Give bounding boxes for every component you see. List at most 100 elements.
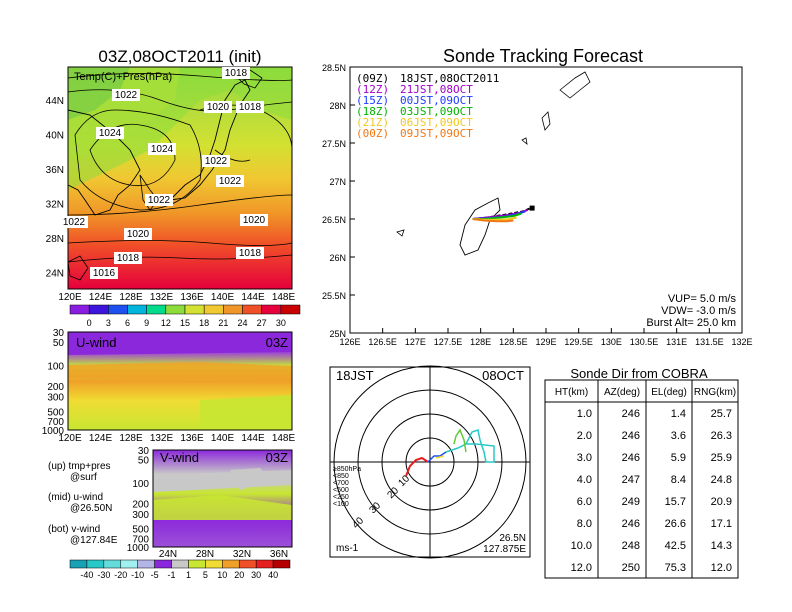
map-lon-tick: 136E: [180, 292, 204, 303]
isobar-label-text: 1022: [63, 217, 86, 228]
wind-colorbar-swatch: [205, 559, 223, 569]
table-cell: 247: [622, 474, 640, 486]
wind-colorbar-label: 30: [251, 570, 261, 580]
temp-colorbar-label: 6: [125, 318, 130, 328]
isobar-label-text: 1022: [205, 156, 228, 167]
isobar-label: 1018: [114, 252, 142, 264]
wind-colorbar-swatch: [69, 559, 88, 569]
temp-colorbar-swatch: [242, 304, 262, 315]
note-up: (up) tmp+pres: [48, 461, 111, 472]
isobar-label: 1018: [236, 247, 264, 259]
map-lat-tick: 32N: [46, 200, 64, 211]
temp-colorbar-label: 3: [106, 318, 111, 328]
wind-colorbar-label: -10: [131, 570, 144, 580]
u-pressure-tick: 500: [47, 407, 64, 418]
isobar-label-text: 1020: [127, 229, 150, 240]
u-pressure-tick: 700: [47, 417, 64, 428]
polar-lon: 127.875E: [483, 544, 526, 555]
table-cell: 24.8: [711, 474, 732, 486]
map-lat-ticks: 44N 40N 36N 32N 28N 24N: [46, 96, 64, 280]
wind-colorbar-swatch: [222, 559, 240, 569]
temp-colorbar-label: 0: [87, 318, 92, 328]
v-pressure-tick: 500: [132, 525, 149, 536]
u-lon-tick: 144E: [241, 433, 265, 444]
temperature-colorbar-labels: 0 3 6 9 12 15 18 21 24 27 30: [87, 318, 286, 328]
map-lon-tick: 144E: [241, 292, 265, 303]
u-wind-lon-ticks: 120E 124E 128E 132E 136E 140E 144E 148E: [58, 433, 295, 444]
table-header-cell: EL(deg): [651, 387, 687, 398]
wind-colorbar-label: 20: [234, 570, 244, 580]
temp-colorbar-label: 27: [257, 318, 267, 328]
u-pressure-tick: 200: [47, 382, 64, 393]
isobar-label-text: 1018: [239, 248, 262, 259]
u-lon-tick: 140E: [211, 433, 235, 444]
v-pressure-tick: 300: [132, 510, 149, 521]
vdw-text: VDW= -3.0 m/s: [661, 305, 736, 317]
v-lat-tick: 36N: [270, 549, 288, 560]
tracking-lon-tick: 129E: [535, 337, 556, 347]
isobar-label-bg: [236, 101, 264, 113]
table-cell: 246: [622, 452, 640, 464]
tracking-lon-tick: 128.5E: [499, 337, 528, 347]
map-lon-tick: 140E: [211, 292, 235, 303]
tracking-lon-ticks: 126E 126.5E 127E 127.5E 128E 128.5E 129E 129.5E…: [339, 328, 753, 347]
tracking-lat-tick: 26N: [329, 253, 346, 263]
launch-time: 18JST,08OCT2011: [400, 72, 499, 85]
map-title: 03Z,08OCT2011 (init): [98, 47, 261, 66]
isobar-label: 1018: [222, 67, 250, 79]
wind-colorbar-swatch: [171, 559, 189, 569]
wind-colorbar-swatch: [188, 559, 206, 569]
burst-marker: [529, 205, 535, 211]
temp-colorbar-swatch: [69, 304, 90, 315]
isobar-label-text: 1024: [151, 144, 174, 155]
wind-colorbar-swatch: [272, 559, 291, 569]
v-lat-tick: 24N: [159, 549, 177, 560]
isobar-label: 1024: [148, 143, 176, 155]
burst-alt-text: Burst Alt= 25.0 km: [646, 317, 736, 329]
wind-colorbar-label: 40: [268, 570, 278, 580]
temp-colorbar-label: 9: [144, 318, 149, 328]
table-cell: 8.4: [671, 474, 686, 486]
temperature-colorbar: [69, 304, 301, 315]
wind-colorbar-swatch: [103, 559, 122, 569]
temp-colorbar-label: 15: [180, 318, 190, 328]
table-cell: 26.3: [711, 430, 732, 442]
tracking-lat-tick: 28.5N: [322, 63, 346, 73]
polar-plot: [329, 365, 531, 559]
isobar-label: 1024: [96, 127, 124, 139]
map-lat-tick: 44N: [46, 96, 64, 107]
polar-pressure-label: ≥850hPa: [333, 466, 361, 473]
table-cell: 26.6: [665, 518, 686, 530]
isobar-label-text: 1022: [148, 195, 171, 206]
polar-pressure-label: <500: [333, 487, 349, 494]
table-frame: [544, 379, 739, 579]
temp-colorbar-label: 24: [237, 318, 247, 328]
isobar-labels: 1018 1022 1020 1018 1024 1024 1022 1022 1022 1022…: [60, 67, 268, 279]
vup-text: VUP= 5.0 m/s: [668, 293, 737, 305]
isobar-label: 1020: [204, 101, 232, 113]
v-pressure-tick: 50: [138, 456, 150, 467]
table-cell: 248: [622, 540, 640, 552]
wind-colorbar-label: -20: [114, 570, 127, 580]
table-cell: 6.0: [577, 496, 592, 508]
temp-colorbar-swatch: [203, 304, 224, 315]
sonde-tracks: [472, 205, 535, 223]
table-cell: 25.9: [711, 452, 732, 464]
tracking-lon-tick: 126E: [339, 337, 360, 347]
isobar-label-bg: [204, 101, 232, 113]
wind-colorbar-label: -30: [97, 570, 110, 580]
temp-colorbar-swatch: [280, 304, 301, 315]
table-cell: 14.3: [711, 540, 732, 552]
u-wind-time: 03Z: [266, 335, 288, 350]
tracking-legend: (09Z) 18JST,08OCT2011 (12Z) 21JST,08OCT (15Z…: [356, 72, 499, 140]
temp-colorbar-label: 18: [199, 318, 209, 328]
launch-code: (09Z): [356, 72, 389, 85]
isobar-label-bg: [236, 247, 264, 259]
temp-colorbar-swatch: [108, 304, 128, 315]
note-bot-level: @127.84E: [70, 535, 118, 546]
wind-colorbar-label: -40: [80, 570, 93, 580]
launch-code: (18Z): [356, 105, 389, 118]
table-cell: 12.0: [571, 562, 592, 574]
v-wind-section: [152, 449, 293, 548]
